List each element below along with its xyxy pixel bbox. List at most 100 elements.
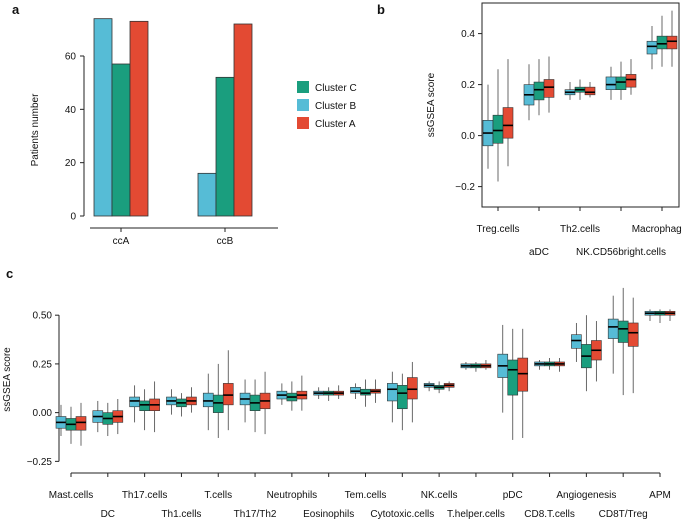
box-mast-cells-cluster-b <box>55 404 67 437</box>
box-cd8-t-cells-cluster-c <box>544 358 555 370</box>
box-body <box>666 35 678 50</box>
bar-chart-panel-a: 0 20 40 60 Patients number ccA ccB Cluster C Clu… <box>30 18 357 247</box>
bar-ccb-cluster-c <box>215 76 235 217</box>
box-macrophages-cluster-a <box>666 10 678 67</box>
x-tick-label-mast-cells: Mast.cells <box>49 490 93 501</box>
box-body <box>627 322 639 347</box>
x-tick-label-neutrophils: Neutrophils <box>267 490 318 501</box>
box-body <box>605 76 617 90</box>
box-th17-cells-cluster-b <box>129 385 140 423</box>
box-cytotoxic-cells-cluster-c <box>397 373 408 431</box>
box-tem-cells-cluster-a <box>370 379 381 403</box>
box-mast-cells-cluster-c <box>65 406 77 444</box>
y-tick-label-a: 60 <box>65 52 77 63</box>
box-th17-th2-cluster-b <box>239 379 251 423</box>
box-th2-cells-cluster-b <box>564 82 576 100</box>
x-tick-label-t-helper-cells: T.helper.cells <box>447 509 505 519</box>
box-apm-cluster-b <box>644 309 656 322</box>
box-body <box>571 334 582 349</box>
box-th1-cells-cluster-c <box>176 393 187 417</box>
box-pdc-cluster-b <box>497 324 509 413</box>
box-nk-cells-cluster-b <box>423 381 435 392</box>
box-body <box>407 377 418 400</box>
y-tick-label-b: 0.2 <box>461 80 475 91</box>
y-axis-label-b: ssGSEA score <box>426 72 437 137</box>
box-t-helper-cells-cluster-b <box>460 361 472 370</box>
box-t-cells-cluster-c <box>212 363 224 438</box>
box-pdc-cluster-a <box>517 328 529 438</box>
box-treg-cells-cluster-c <box>492 69 504 182</box>
box-body <box>607 318 619 339</box>
box-body <box>360 388 371 396</box>
box-th17-cells-cluster-c <box>139 389 150 431</box>
box-cd8t-treg-cluster-c <box>617 287 629 396</box>
y-tick-label-a: 20 <box>65 158 77 169</box>
x-tick-label-cca: ccA <box>113 236 130 247</box>
x-tick-label-th1-cells: Th1.cells <box>161 509 201 519</box>
legend-swatch-cluster-c <box>297 81 309 93</box>
y-tick-label-b: 0.4 <box>461 29 475 40</box>
box-body <box>656 35 668 50</box>
box-adc-cluster-c <box>533 59 545 116</box>
y-tick-label-c: 0.25 <box>33 359 53 370</box>
box-t-helper-cells-cluster-a <box>480 360 492 370</box>
panel-letter-b: b <box>377 2 385 17</box>
box-dc-cluster-c <box>102 402 114 437</box>
box-body <box>75 416 87 431</box>
y-tick-label-a: 0 <box>70 212 76 223</box>
box-nk-cd56bright-cells-cluster-a <box>625 59 637 95</box>
box-angiogenesis-cluster-a <box>591 321 602 382</box>
x-tick-label-tem-cells: Tem.cells <box>345 490 387 501</box>
legend-label-cluster-c: Cluster C <box>315 83 357 94</box>
box-body <box>202 392 214 408</box>
box-neutrophils-cluster-b <box>276 383 288 405</box>
box-apm-cluster-c <box>654 309 666 323</box>
y-tick-label-c: 0.50 <box>33 311 53 322</box>
y-axis-label-c: ssGSEA score <box>2 347 13 412</box>
box-mast-cells-cluster-a <box>75 402 87 446</box>
box-macrophages-cluster-b <box>646 25 658 70</box>
box-cytotoxic-cells-cluster-b <box>387 371 398 423</box>
box-body <box>222 383 234 406</box>
bar-ccb-cluster-b <box>197 172 217 217</box>
box-cd8t-treg-cluster-a <box>627 297 639 394</box>
box-treg-cells-cluster-b <box>482 84 494 169</box>
box-eosinophils-cluster-a <box>333 385 344 399</box>
box-adc-cluster-b <box>523 64 535 121</box>
x-tick-label-treg-cells: Treg.cells <box>477 224 520 235</box>
box-body <box>129 396 140 408</box>
box-treg-cells-cluster-a <box>502 59 514 167</box>
box-pdc-cluster-c <box>507 328 519 440</box>
box-angiogenesis-cluster-b <box>571 322 582 362</box>
x-tick-label-ccb: ccB <box>217 236 234 247</box>
box-cytotoxic-cells-cluster-a <box>407 361 418 423</box>
x-tick-label-t-cells: T.cells <box>204 490 232 501</box>
box-eosinophils-cluster-b <box>313 387 324 399</box>
box-eosinophils-cluster-c <box>323 387 334 401</box>
box-th1-cells-cluster-a <box>186 387 197 413</box>
x-tick-label-apm: APM <box>649 490 671 501</box>
legend-label-cluster-a: Cluster A <box>315 119 356 130</box>
box-th17-th2-cluster-c <box>249 379 261 433</box>
legend-swatch-cluster-a <box>297 117 309 129</box>
x-tick-label-cd8t-treg: CD8T/Treg <box>599 509 648 519</box>
bar-cca-cluster-c <box>111 63 131 217</box>
x-tick-label-nk-cd56bright-cells: NK.CD56bright.cells <box>576 247 666 258</box>
box-body <box>397 385 408 410</box>
panel-letter-a: a <box>12 2 20 17</box>
box-th2-cells-cluster-c <box>574 79 586 100</box>
box-th1-cells-cluster-b <box>166 389 177 415</box>
x-tick-label-th17-cells: Th17.cells <box>122 490 168 501</box>
legend-label-cluster-b: Cluster B <box>315 101 356 112</box>
y-tick-label-c: 0.00 <box>33 408 53 419</box>
legend-swatch-cluster-b <box>297 99 309 111</box>
box-macrophages-cluster-c <box>656 15 668 67</box>
x-tick-label-adc: aDC <box>529 247 549 258</box>
boxplot-panel-b: −0.2 0.0 0.2 0.4 ssGSEA score Treg.cells Th2.c… <box>426 2 682 258</box>
box-body <box>615 76 627 90</box>
box-body <box>625 74 637 88</box>
box-body <box>502 107 514 139</box>
box-adc-cluster-a <box>543 56 555 113</box>
x-tick-label-pdc: pDC <box>503 490 523 501</box>
